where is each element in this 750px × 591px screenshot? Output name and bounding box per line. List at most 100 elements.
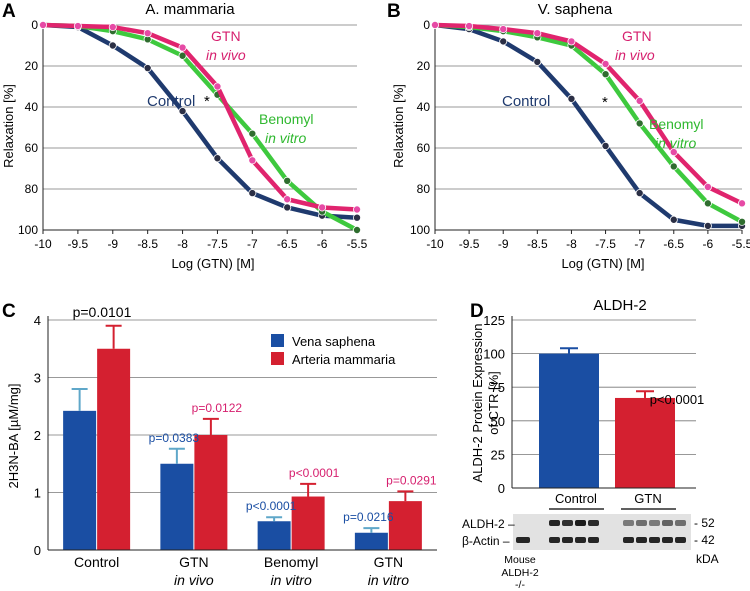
panel-b-gtn-in-vivo-point xyxy=(669,148,678,157)
panel-a-benomyl-in-vitro-point xyxy=(178,51,187,60)
blot-row-label-beta-actin: β-Actin – xyxy=(462,534,510,548)
panel-b-benomyl-in-vitro-point xyxy=(703,199,712,208)
western-blot: Control GTN ALDH-2 – β-Actin – - 52 - 42… xyxy=(462,491,719,591)
panel-a-significance-star: * xyxy=(204,93,210,110)
panel-a-control-point xyxy=(352,213,361,222)
panel-b-letter: B xyxy=(387,1,401,22)
panel-a-benomyl-in-vitro-point xyxy=(352,225,361,234)
panel-c-y-tick-label: 4 xyxy=(34,313,41,328)
panel-b-x-axis-label: Log (GTN) [M] xyxy=(561,256,644,271)
panel-b-x-tick-label: -9.5 xyxy=(459,237,480,251)
panel-c-category-sublabel: in vivo xyxy=(174,572,214,588)
panel-b-benomyl-in-vitro-label: in vitro xyxy=(655,135,696,151)
panel-a-x-tick-label: -5.5 xyxy=(347,237,368,251)
panel-b-benomyl-in-vitro-point xyxy=(738,217,747,226)
panel-d-y-axis-label-line2: of CTR [%] xyxy=(486,371,501,435)
panel-b-y-tick-label: 20 xyxy=(417,59,431,73)
panel-b-gtn-in-vivo-point xyxy=(430,20,439,29)
panel-a-x-tick-label: -6 xyxy=(317,237,328,251)
panel-d-aldh2-chart: D ALDH-2 ALDH-2 Protein Expression of CT… xyxy=(462,297,719,591)
panel-b-control-point xyxy=(567,94,576,103)
panel-b-x-tick-label: -8.5 xyxy=(527,237,548,251)
blot-beta-actin-band xyxy=(575,537,586,543)
panel-c-category-label: GTN xyxy=(374,554,404,570)
panel-a-y-tick-label: 20 xyxy=(25,59,39,73)
panel-b-title: V. saphena xyxy=(538,1,613,18)
panel-a-benomyl-in-vitro-point xyxy=(283,176,292,185)
blot-membrane xyxy=(513,514,691,550)
panel-c-p-value-vena-saphena: p=0.0216 xyxy=(343,510,394,524)
panel-c-y-tick-label: 2 xyxy=(34,428,41,443)
panel-b-x-tick-label: -5.5 xyxy=(732,237,750,251)
panel-b-gtn-in-vivo-point xyxy=(465,22,474,31)
blot-aldh2-band xyxy=(549,520,560,526)
panel-a-benomyl-in-vitro-point xyxy=(248,129,257,138)
panel-b-x-tick-label: -6 xyxy=(703,237,714,251)
panel-a-control-point xyxy=(178,107,187,116)
panel-a-x-tick-label: -6.5 xyxy=(277,237,298,251)
blot-gtn-label: GTN xyxy=(634,491,661,506)
panel-c-p-value-arteria-mammaria: p<0.0001 xyxy=(289,466,340,480)
blot-aldh2-band xyxy=(649,520,660,526)
panel-b-x-tick-label: -7 xyxy=(634,237,645,251)
panel-b-benomyl-in-vitro-point xyxy=(669,162,678,171)
panel-d-y-tick-label: 0 xyxy=(498,481,505,496)
panel-a-gtn-in-vivo-point xyxy=(352,205,361,214)
panel-b-control-point xyxy=(635,189,644,198)
panel-c-top-p-value: p=0.0101 xyxy=(73,304,132,320)
blot-aldh2-band xyxy=(636,520,647,526)
panel-b-gtn-in-vivo-point xyxy=(601,59,610,68)
blot-mouse-beta-actin-band xyxy=(516,537,530,543)
panel-b-gtn-in-vivo-point xyxy=(635,96,644,105)
panel-a-y-tick-label: 80 xyxy=(25,182,39,196)
panel-c-y-axis-label: 2H3N-BA [µM/mg] xyxy=(6,383,21,488)
panel-a-gtn-in-vivo-point xyxy=(39,20,48,29)
panel-b-y-tick-label: 0 xyxy=(423,18,430,32)
panel-a-control-point xyxy=(213,154,222,163)
panel-d-y-tick-label: 75 xyxy=(491,380,505,395)
panel-a-control-point xyxy=(143,64,152,73)
panel-a-x-tick-label: -8.5 xyxy=(137,237,158,251)
blot-control-label: Control xyxy=(555,491,597,506)
panel-b-benomyl-label: Benomyl xyxy=(649,116,703,132)
blot-beta-actin-band xyxy=(662,537,673,543)
blot-beta-actin-band xyxy=(588,537,599,543)
panel-a-gtn-in-vivo-point xyxy=(248,156,257,165)
panel-c-category-label: Benomyl xyxy=(264,554,318,570)
blot-beta-actin-band xyxy=(675,537,686,543)
blot-unit-label: kDA xyxy=(696,552,719,566)
panel-c-y-tick-label: 1 xyxy=(34,486,41,501)
panel-a-gtn-in-vivo-point xyxy=(108,23,117,32)
panel-b-y-tick-label: 80 xyxy=(417,182,431,196)
panel-a-gtn-in-vivo-point xyxy=(178,43,187,52)
panel-a-gtn-label: GTN xyxy=(211,28,241,44)
panel-a-control-point xyxy=(248,189,257,198)
panel-a-x-tick-label: -9.5 xyxy=(68,237,89,251)
panel-a-y-axis-label: Relaxation [%] xyxy=(1,84,16,168)
panel-a-gtn-in-vivo-point xyxy=(318,203,327,212)
blot-mouse-label-line3: -/- xyxy=(515,579,525,591)
panel-b-control-point xyxy=(669,215,678,224)
panel-b-gtn-in-vivo-point xyxy=(567,37,576,46)
panel-c-category-label: GTN xyxy=(179,554,209,570)
panel-a-y-tick-label: 40 xyxy=(25,100,39,114)
panel-b-gtn-in-vivo-point xyxy=(738,199,747,208)
panel-a-gtn-in-vivo-line xyxy=(40,22,360,212)
blot-marker-42: - 42 xyxy=(694,533,715,547)
panel-a-benomyl-in-vitro-line xyxy=(40,22,360,233)
panel-a-benomyl-in-vitro-label: in vitro xyxy=(265,130,306,146)
panel-b-benomyl-in-vitro-point xyxy=(635,119,644,128)
panel-d-bar-gtn xyxy=(615,397,675,488)
panel-b-control-label: Control xyxy=(502,93,550,110)
panel-b-gtn-label: GTN xyxy=(622,28,652,44)
panel-a-control-line xyxy=(40,22,360,220)
panel-a-y-tick-label: 60 xyxy=(25,141,39,155)
panel-c-bar-arteria-mammaria xyxy=(291,496,325,550)
blot-aldh2-band xyxy=(675,520,686,526)
blot-beta-actin-band xyxy=(649,537,660,543)
blot-mouse-label-line2: ALDH-2 xyxy=(501,567,539,579)
panel-d-y-tick-label: 100 xyxy=(483,347,505,362)
panel-d-letter: D xyxy=(470,301,484,322)
panel-c-y-tick-label: 0 xyxy=(34,543,41,558)
panel-d-y-tick-label: 125 xyxy=(483,313,505,328)
